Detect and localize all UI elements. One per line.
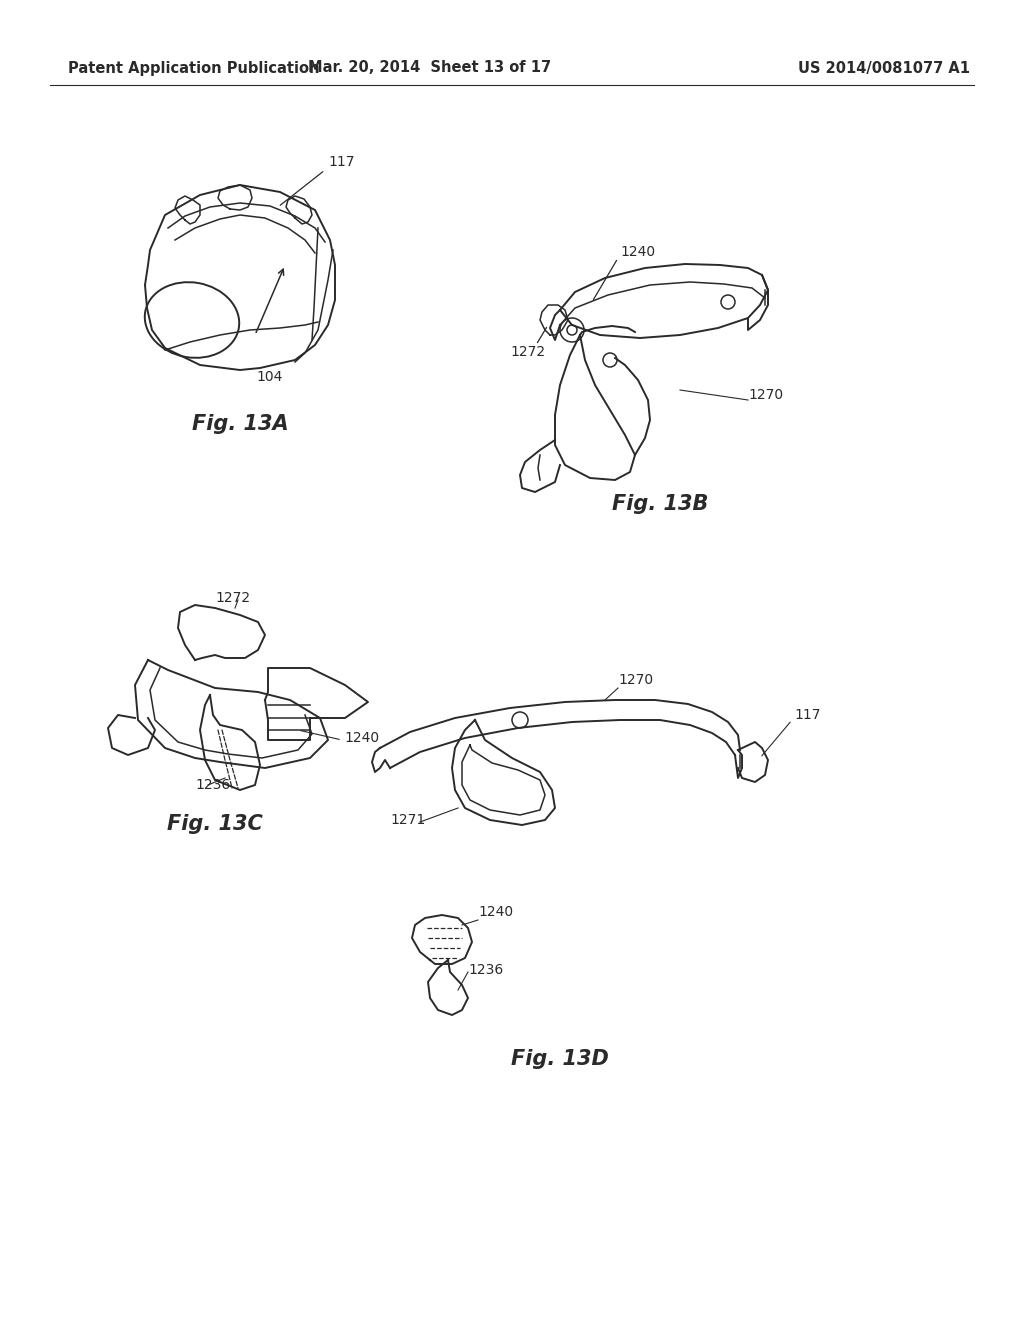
Text: Fig. 13D: Fig. 13D <box>511 1049 609 1069</box>
Text: 1270: 1270 <box>618 673 653 686</box>
Text: Mar. 20, 2014  Sheet 13 of 17: Mar. 20, 2014 Sheet 13 of 17 <box>308 61 552 75</box>
Text: 117: 117 <box>328 154 354 169</box>
Text: 1272: 1272 <box>510 345 545 359</box>
Text: Fig. 13B: Fig. 13B <box>611 494 709 513</box>
Text: Patent Application Publication: Patent Application Publication <box>68 61 319 75</box>
Text: 117: 117 <box>794 708 820 722</box>
Text: 1236: 1236 <box>195 777 230 792</box>
Text: 1240: 1240 <box>344 731 379 744</box>
Text: 1240: 1240 <box>620 246 655 259</box>
Text: 1240: 1240 <box>478 906 513 919</box>
Text: 104: 104 <box>257 370 284 384</box>
Text: Fig. 13C: Fig. 13C <box>167 814 263 834</box>
Text: 1270: 1270 <box>748 388 783 403</box>
Text: Fig. 13A: Fig. 13A <box>191 414 289 434</box>
Text: 1236: 1236 <box>468 964 503 977</box>
Text: 1272: 1272 <box>215 591 250 605</box>
Text: US 2014/0081077 A1: US 2014/0081077 A1 <box>798 61 970 75</box>
Text: 1271: 1271 <box>390 813 425 828</box>
